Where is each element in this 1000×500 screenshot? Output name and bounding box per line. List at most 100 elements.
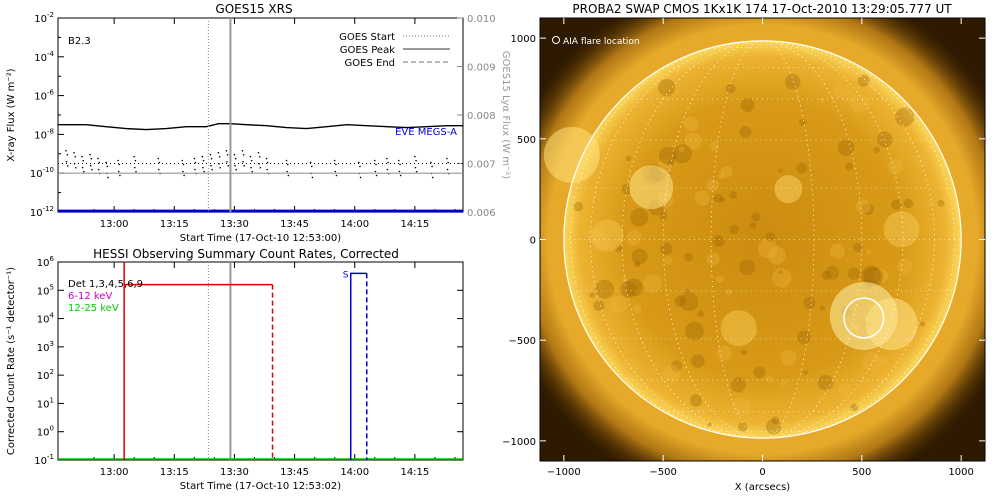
goes-short-channel-point — [98, 161, 101, 164]
goes-y-tick-label: 10-6 — [34, 89, 54, 103]
goes-short-channel-point — [157, 157, 160, 160]
goes-short-channel-point — [210, 164, 212, 167]
swap-texture-spot — [658, 146, 677, 165]
swap-texture-spot — [667, 160, 674, 167]
goes-x-tick-label: 13:45 — [280, 219, 309, 230]
swap-texture-spot — [706, 178, 720, 192]
goes-short-channel-point — [90, 157, 93, 160]
goes-short-channel-point — [258, 155, 261, 158]
goes-short-channel-point — [446, 157, 448, 160]
goes-short-channel-point — [97, 157, 99, 160]
swap-y-tick-label: 500 — [517, 135, 536, 146]
hessi-legend-label: Det 1,3,4,5,6,9 — [68, 279, 143, 290]
swap-active-region — [774, 175, 803, 204]
swap-texture-spot — [739, 259, 755, 276]
hessi-y-tick-label: 104 — [37, 312, 55, 326]
swap-texture-spot — [765, 419, 782, 435]
swap-texture-spot — [739, 125, 752, 138]
goes-short-channel-point — [91, 168, 93, 171]
swap-texture-spot — [621, 183, 632, 195]
swap-texture-spot — [757, 238, 778, 259]
goes-short-channel-point — [399, 163, 401, 166]
goes-y2-tick-label: 0.008 — [467, 111, 496, 122]
swap-texture-spot — [838, 383, 853, 397]
swap-texture-spot — [626, 229, 642, 246]
hessi-s-line — [349, 272, 367, 460]
goes-frame — [57, 17, 464, 213]
goes-short-channel-point — [89, 153, 91, 156]
swap-texture-spot — [853, 242, 863, 253]
swap-texture-spot — [821, 270, 831, 281]
swap-texture-spot — [837, 139, 855, 157]
swap-texture-spot — [659, 212, 668, 221]
swap-texture-spot — [749, 222, 757, 229]
swap-texture-spot — [672, 144, 693, 164]
goes-y2-tick-label: 0.009 — [467, 63, 496, 74]
swap-texture-spot — [855, 198, 871, 214]
goes-short-channel-point — [335, 174, 338, 177]
goes-short-channel-point — [447, 161, 449, 164]
goes-short-channel-point — [81, 155, 83, 158]
goes-short-channel-point — [430, 161, 432, 164]
goes-legend-label: GOES End — [345, 58, 395, 69]
swap-texture-spot — [857, 74, 870, 87]
swap-x-tick-label: 500 — [852, 467, 871, 478]
goes-short-channel-point — [285, 159, 288, 162]
swap-active-region — [865, 298, 918, 351]
goes-short-channel-point — [182, 163, 185, 166]
swap-flare-legend-icon — [552, 36, 560, 44]
hessi-x-tick-label: 13:00 — [100, 467, 129, 478]
swap-active-region — [591, 219, 624, 252]
swap-texture-spot — [891, 199, 902, 210]
hessi-x-tick-label: 14:15 — [400, 467, 429, 478]
goes-short-channel-point — [242, 161, 244, 163]
goes-short-channel-point — [234, 157, 237, 160]
swap-texture-spot — [798, 118, 807, 127]
goes-short-channel-point — [107, 176, 109, 179]
goes-short-channel-point — [65, 161, 68, 163]
swap-texture-spot — [819, 305, 826, 311]
swap-texture-spot — [897, 258, 913, 274]
goes-x-tick-label: 13:00 — [100, 219, 129, 230]
swap-texture-spot — [712, 235, 725, 248]
goes-y-tick-label: 10-4 — [34, 50, 54, 64]
goes-short-channel-point — [211, 168, 213, 171]
goes-short-channel-point — [210, 157, 213, 160]
goes-short-channel-point — [359, 165, 361, 168]
goes-short-channel-point — [106, 165, 109, 168]
goes-short-channel-point — [266, 168, 268, 171]
hessi-frame — [57, 261, 464, 461]
swap-texture-spot — [797, 330, 811, 345]
hessi-title: HESSI Observing Summary Count Rates, Cor… — [93, 247, 399, 261]
goes-short-channel-point — [226, 154, 229, 156]
goes-y2-tick-label: 0.010 — [467, 14, 496, 25]
swap-x-tick-label: −500 — [649, 467, 676, 478]
swap-texture-spot — [844, 162, 853, 171]
goes-short-channel-point — [82, 159, 85, 162]
swap-texture-spot — [660, 242, 673, 255]
swap-texture-spot — [753, 366, 766, 379]
swap-texture-spot — [718, 172, 725, 180]
swap-title: PROBA2 SWAP CMOS 1Kx1K 174 17-Oct-2010 1… — [572, 2, 952, 16]
swap-texture-spot — [589, 292, 595, 298]
swap-grid-longitude — [621, 40, 904, 439]
goes-short-channel-point — [399, 174, 402, 177]
swap-texture-spot — [780, 349, 797, 366]
swap-active-region — [629, 165, 674, 210]
swap-texture-spot — [849, 94, 869, 113]
goes-short-channel-point — [250, 166, 252, 169]
goes-short-channel-point — [227, 165, 230, 167]
swap-texture-spot — [670, 360, 683, 372]
goes-short-channel-point — [234, 164, 236, 167]
swap-texture-spot — [709, 141, 720, 152]
swap-texture-spot — [731, 397, 751, 417]
goes-short-channel-point — [431, 165, 433, 168]
swap-texture-spot — [832, 85, 846, 99]
goes-short-channel-point — [266, 161, 269, 164]
swap-texture-spot — [729, 191, 738, 199]
goes-short-channel-point — [203, 170, 205, 173]
swap-texture-spot — [725, 83, 736, 94]
swap-texture-spot — [825, 265, 840, 280]
goes-short-channel-point — [217, 151, 220, 154]
swap-x-tick-label: 0 — [759, 467, 765, 478]
